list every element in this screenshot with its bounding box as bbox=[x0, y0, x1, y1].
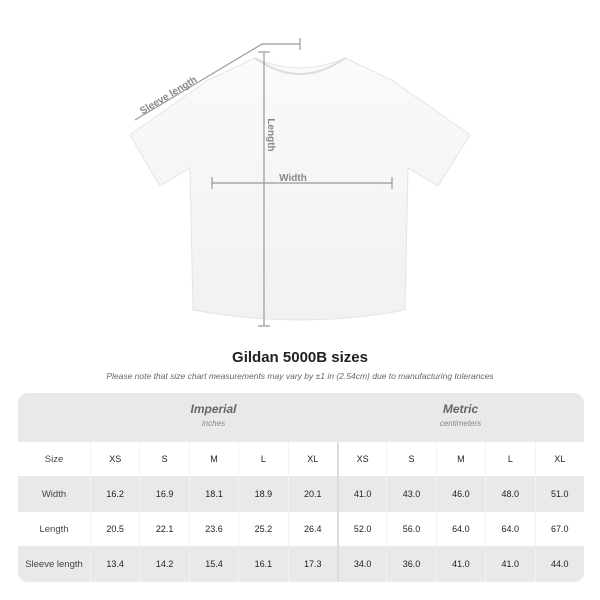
metric-unit: centimeters bbox=[439, 419, 482, 428]
table-cell: 18.1 bbox=[188, 476, 238, 512]
table-cell: 48.0 bbox=[485, 476, 534, 512]
width-label: Width bbox=[279, 173, 307, 184]
table-cell: 20.5 bbox=[90, 512, 139, 546]
table-row: Sleeve length 13.4 14.2 15.4 16.1 17.3 34.0 36.… bbox=[18, 546, 584, 582]
table-cell: 46.0 bbox=[435, 476, 485, 512]
page-title: Gildan 5000B sizes bbox=[232, 349, 368, 366]
table-cell: 56.0 bbox=[386, 512, 435, 546]
table-cell: 64.0 bbox=[435, 512, 485, 546]
table-cell: 36.0 bbox=[386, 546, 435, 582]
table-cell: L bbox=[238, 442, 287, 476]
table-cell: 67.0 bbox=[534, 512, 584, 546]
row-label: Width bbox=[41, 488, 67, 500]
length-label: Length bbox=[265, 118, 276, 151]
size-table: Imperial inches Metric centimeters Size X… bbox=[18, 393, 584, 582]
table-cell: 44.0 bbox=[534, 546, 584, 582]
row-label: Sleeve length bbox=[25, 558, 83, 570]
table-cell: 18.9 bbox=[238, 476, 287, 512]
table-cell: 43.0 bbox=[386, 476, 435, 512]
table-cell: 14.2 bbox=[139, 546, 188, 582]
table-cell: 41.0 bbox=[336, 476, 386, 512]
table-cell: S bbox=[386, 442, 435, 476]
table-cell: 51.0 bbox=[534, 476, 584, 512]
table-cell: XS bbox=[336, 442, 386, 476]
row-label: Length bbox=[39, 523, 69, 535]
table-cell: 52.0 bbox=[336, 512, 386, 546]
table-cell: 23.6 bbox=[188, 512, 238, 546]
table-cell: XL bbox=[287, 442, 337, 476]
table-cell: 41.0 bbox=[435, 546, 485, 582]
table-row: Length 20.5 22.1 23.6 25.2 26.4 52.0 56.0 64.0 64… bbox=[18, 512, 584, 546]
imperial-unit: inches bbox=[201, 419, 226, 428]
table-row: Size XS S M L XL XS S M L XL bbox=[18, 442, 584, 476]
table-cell: 41.0 bbox=[485, 546, 534, 582]
row-label: Size bbox=[44, 453, 64, 465]
table-cell: 64.0 bbox=[485, 512, 534, 546]
table-cell: L bbox=[485, 442, 534, 476]
table-cell: 20.1 bbox=[287, 476, 337, 512]
table-cell: S bbox=[139, 442, 188, 476]
table-cell: 13.4 bbox=[90, 546, 139, 582]
imperial-title: Imperial bbox=[190, 402, 237, 416]
table-cell: 25.2 bbox=[238, 512, 287, 546]
table-cell: 16.2 bbox=[90, 476, 139, 512]
table-cell: 26.4 bbox=[287, 512, 337, 546]
imperial-group: Imperial inches bbox=[90, 402, 337, 428]
table-cell: 16.1 bbox=[238, 546, 287, 582]
table-cell: M bbox=[188, 442, 238, 476]
metric-group: Metric centimeters bbox=[337, 402, 584, 428]
table-header: Imperial inches Metric centimeters bbox=[18, 393, 584, 442]
table-cell: XS bbox=[90, 442, 139, 476]
metric-title: Metric bbox=[442, 402, 479, 416]
table-cell: 17.3 bbox=[287, 546, 337, 582]
table-cell: 16.9 bbox=[139, 476, 188, 512]
table-cell: XL bbox=[534, 442, 584, 476]
table-cell: 22.1 bbox=[139, 512, 188, 546]
table-row: Width 16.2 16.9 18.1 18.9 20.1 41.0 43.0 46.0 48.… bbox=[18, 476, 584, 512]
tshirt-diagram: Sleeve length Length Width bbox=[129, 38, 471, 327]
table-cell: 34.0 bbox=[336, 546, 386, 582]
tolerance-note: Please note that size chart measurements… bbox=[106, 371, 494, 381]
tshirt-shape bbox=[129, 57, 471, 321]
table-cell: M bbox=[435, 442, 485, 476]
table-cell: 15.4 bbox=[188, 546, 238, 582]
